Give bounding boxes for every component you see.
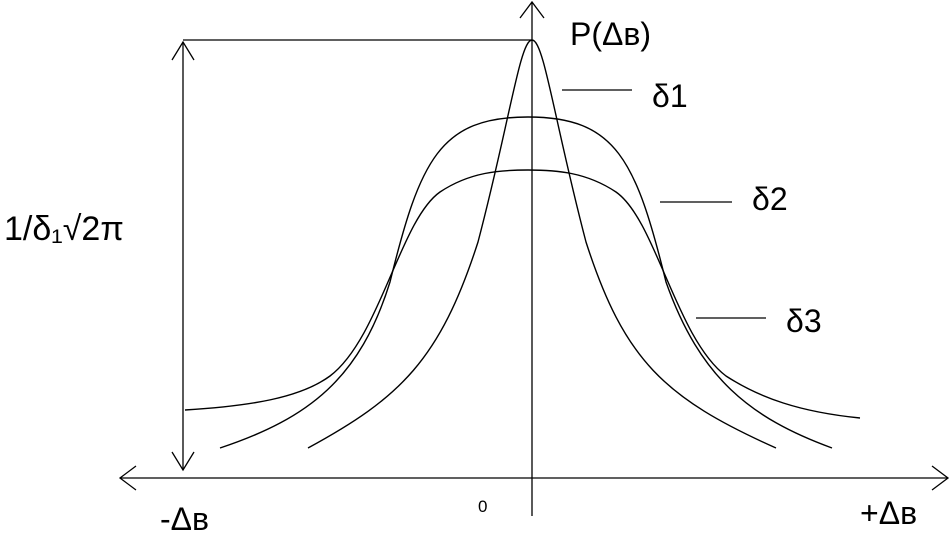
- curve-label-delta-1: δ1: [652, 78, 688, 114]
- x-axis-right-label: +Δв: [860, 495, 917, 531]
- curve-delta-3: [184, 169, 861, 419]
- y-axis-label: P(Δв): [570, 16, 651, 52]
- curve-label-delta-2: δ2: [752, 181, 788, 217]
- y-axis: [519, 0, 545, 516]
- curve-label-delta-3: δ3: [786, 303, 822, 339]
- peak-height-label: 1/δ₁√2π: [4, 210, 124, 248]
- x-axis-left-label: -Δв: [160, 501, 209, 537]
- x-axis: [118, 465, 950, 491]
- origin-label: 0: [478, 497, 487, 516]
- curve-delta-1: [307, 39, 777, 449]
- curve-delta-2: [219, 116, 833, 449]
- peak-height-dimension: [171, 39, 532, 472]
